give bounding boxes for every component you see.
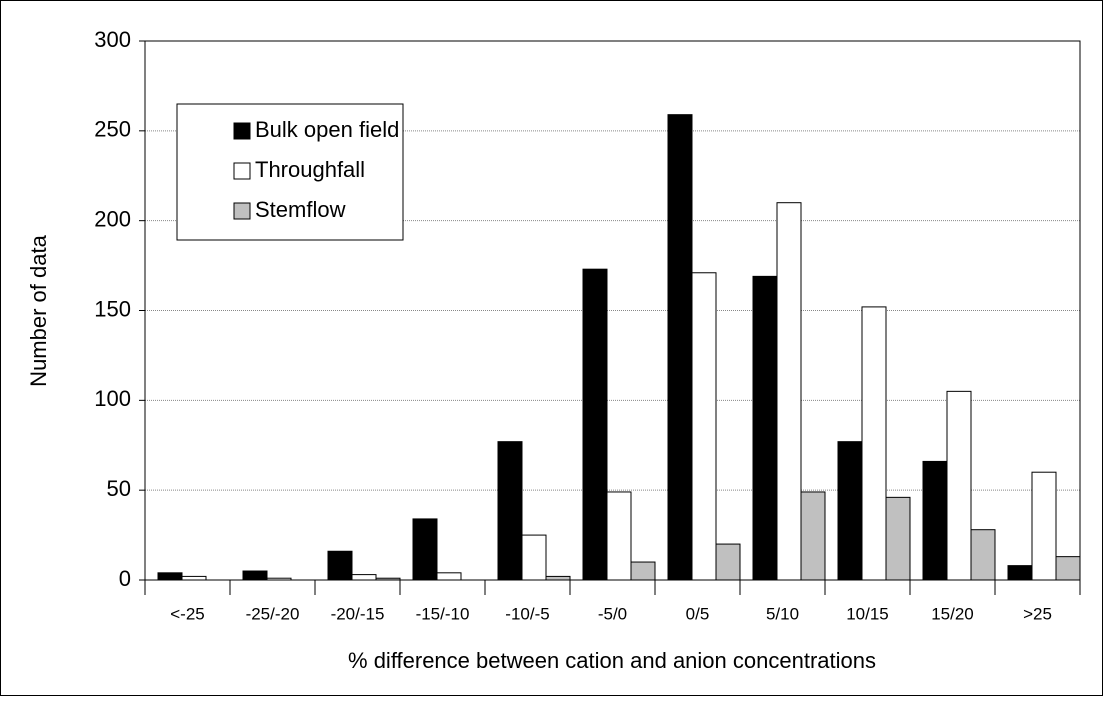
x-tick-label: >25 (1023, 604, 1052, 623)
bar (1055, 556, 1081, 581)
bar (715, 543, 741, 581)
x-tick-label: 10/15 (846, 604, 889, 623)
x-tick-label: -10/-5 (505, 604, 549, 623)
bar (181, 575, 207, 581)
y-tick-label: 150 (94, 296, 131, 321)
bar (351, 574, 377, 581)
legend-box (176, 103, 404, 241)
x-tick-label: 0/5 (686, 604, 710, 623)
bar (582, 268, 608, 581)
bar (1031, 471, 1057, 581)
x-tick-label: 15/20 (931, 604, 974, 623)
y-tick-label: 300 (94, 27, 131, 52)
bar (436, 572, 462, 581)
bar (327, 550, 353, 581)
bar (545, 575, 571, 581)
bar (1007, 565, 1033, 581)
x-tick-label: -15/-10 (416, 604, 470, 623)
bar (752, 275, 778, 581)
x-tick-label: -25/-20 (246, 604, 300, 623)
bar (776, 202, 802, 581)
y-axis-title: Number of data (26, 234, 51, 386)
bar (667, 114, 693, 581)
bar (861, 306, 887, 581)
x-tick-label: -5/0 (598, 604, 627, 623)
bar (266, 577, 292, 581)
x-axis-title: % difference between cation and anion co… (348, 648, 876, 673)
bar (885, 496, 911, 581)
y-tick-label: 200 (94, 206, 131, 231)
y-tick-label: 50 (107, 476, 131, 501)
legend-label: Bulk open field (255, 117, 399, 142)
bar (946, 390, 972, 581)
bar (606, 491, 632, 581)
y-tick-label: 0 (119, 566, 131, 591)
bar (242, 570, 268, 581)
bar (970, 529, 996, 581)
x-tick-label: 5/10 (766, 604, 799, 623)
bar (630, 561, 656, 581)
y-tick-label: 250 (94, 117, 131, 142)
y-tick-label: 100 (94, 386, 131, 411)
bar (800, 491, 826, 581)
legend-swatch (233, 122, 251, 140)
legend-label: Throughfall (255, 157, 365, 182)
bar (837, 441, 863, 581)
bar (521, 534, 547, 581)
x-tick-label: <-25 (170, 604, 205, 623)
legend-swatch (233, 202, 251, 220)
bar (157, 572, 183, 581)
bar (691, 272, 717, 581)
legend-swatch (233, 162, 251, 180)
x-tick-label: -20/-15 (331, 604, 385, 623)
bar (375, 577, 401, 581)
bar (497, 441, 523, 581)
bar (412, 518, 438, 581)
bar (922, 460, 948, 581)
legend-label: Stemflow (255, 197, 346, 222)
